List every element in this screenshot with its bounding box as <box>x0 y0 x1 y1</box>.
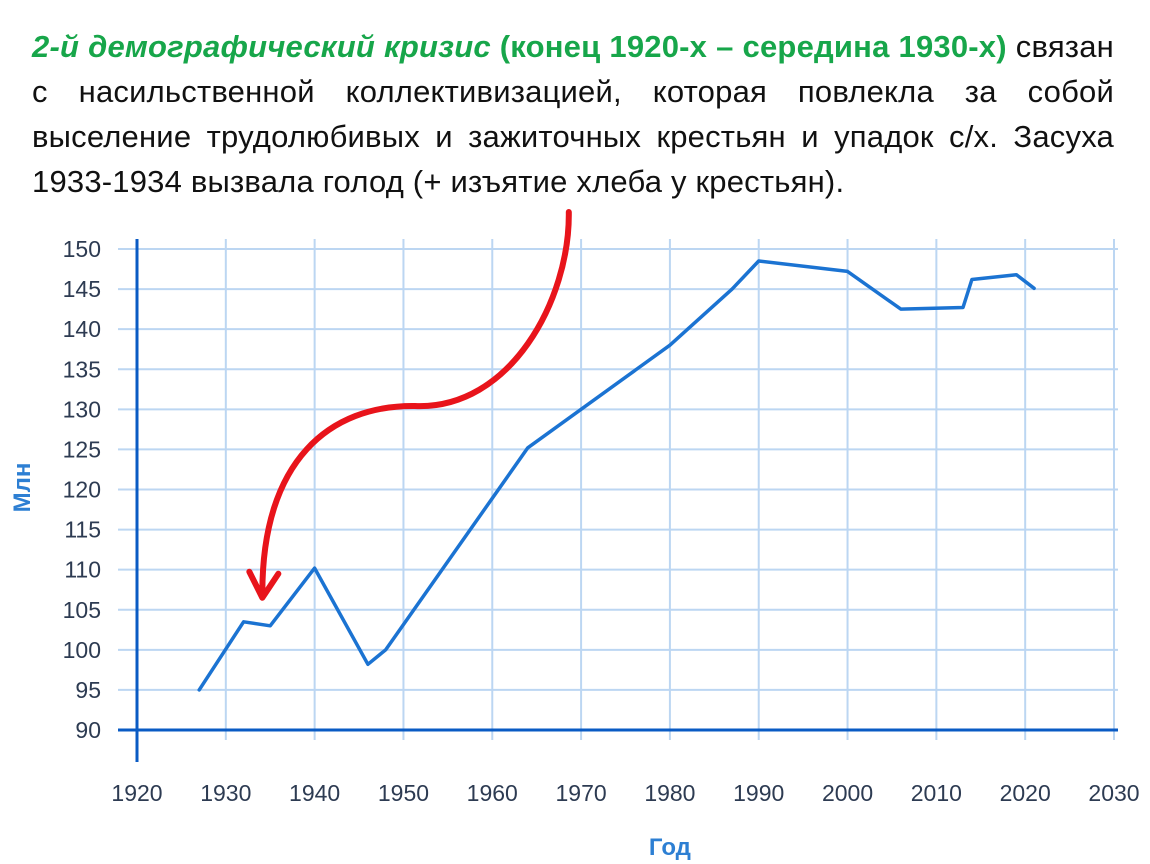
y-tick-label: 120 <box>63 477 101 503</box>
y-tick-label: 125 <box>63 436 101 462</box>
y-tick-label: 140 <box>63 316 101 342</box>
x-axis-title: Год <box>649 834 691 861</box>
population-line <box>197 259 1036 692</box>
annotation-arrow-head <box>246 568 282 601</box>
y-axis-title: Млн <box>9 463 36 513</box>
y-tick-label: 130 <box>63 396 101 422</box>
x-tick-label: 2010 <box>911 780 962 806</box>
x-tick-label: 1980 <box>644 780 695 806</box>
heading-period: (конец 1920-х – середина 1930-х) <box>499 29 1007 64</box>
x-tick-label: 1920 <box>111 780 162 806</box>
y-tick-label: 95 <box>75 677 101 703</box>
x-tick-label: 1940 <box>289 780 340 806</box>
x-tick-label: 2000 <box>822 780 873 806</box>
y-tick-label: 135 <box>63 356 101 382</box>
y-tick-label: 150 <box>63 236 101 262</box>
y-tick-label: 105 <box>63 597 101 623</box>
x-tick-label: 1990 <box>733 780 784 806</box>
x-tick-label: 1930 <box>200 780 251 806</box>
heading-title: 2-й демографический кризис <box>32 29 491 64</box>
annotation-arrow-curve <box>259 209 572 597</box>
y-tick-label: 145 <box>63 276 101 302</box>
y-tick-label: 110 <box>64 557 101 583</box>
x-tick-label: 1950 <box>378 780 429 806</box>
x-tick-label: 1960 <box>467 780 518 806</box>
slide-text-block: 2-й демографический кризис (конец 1920-х… <box>32 24 1114 204</box>
x-tick-label: 2030 <box>1088 780 1139 806</box>
y-tick-label: 100 <box>63 637 101 663</box>
body-text: связан с насильственной коллективизацией… <box>32 29 1114 199</box>
y-tick-label: 115 <box>64 517 101 543</box>
x-tick-label: 1970 <box>556 780 607 806</box>
x-tick-label: 2020 <box>1000 780 1051 806</box>
y-tick-label: 90 <box>75 717 101 743</box>
